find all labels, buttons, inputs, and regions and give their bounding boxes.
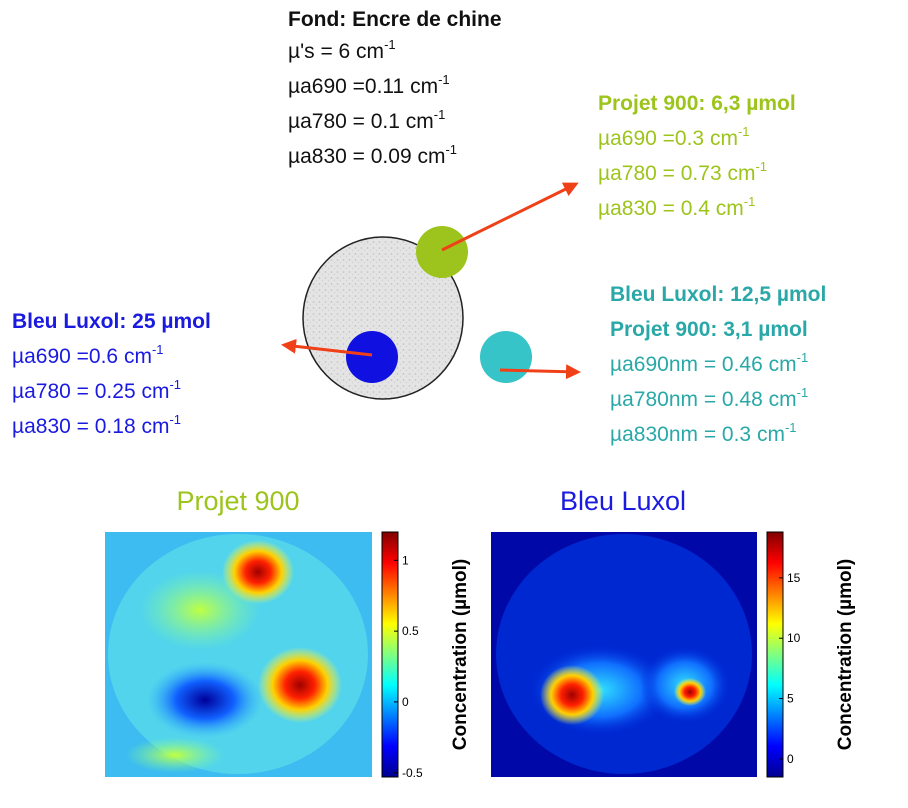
text-line: µ's = 6 cm-1 bbox=[288, 37, 396, 63]
line-text: µ's = 6 cm bbox=[288, 40, 384, 63]
line-text: µa830 = 0.09 cm bbox=[288, 145, 445, 168]
tick-label: 0 bbox=[402, 695, 409, 709]
tick-label: -0.5 bbox=[402, 766, 423, 780]
superscript: -1 bbox=[434, 107, 446, 122]
line-text: µa830nm = 0.3 cm bbox=[610, 423, 785, 446]
line-text: µa690nm = 0.46 cm bbox=[610, 353, 797, 376]
superscript: -1 bbox=[755, 159, 767, 174]
colorbar bbox=[766, 531, 784, 778]
colorbar-label: Concentration (µmol) bbox=[450, 559, 471, 750]
tick-label: 0.5 bbox=[402, 624, 419, 638]
colorbar-label: Concentration (µmol) bbox=[835, 559, 856, 750]
inclusion-heading: Bleu Luxol: 12,5 µmol bbox=[610, 283, 826, 306]
text-line: µa690 =0.11 cm-1 bbox=[288, 72, 450, 98]
line-text: µa780 = 0.25 cm bbox=[12, 380, 169, 403]
block-title: Fond: Encre de chine bbox=[288, 8, 502, 31]
superscript: -1 bbox=[445, 142, 457, 157]
superscript: -1 bbox=[738, 124, 750, 139]
superscript: -1 bbox=[744, 194, 756, 209]
inclusion-teal bbox=[480, 331, 532, 383]
tick-label: 1 bbox=[402, 553, 409, 567]
tick-label: 5 bbox=[787, 692, 794, 706]
arrow bbox=[441, 182, 579, 252]
text-line: µa690nm = 0.46 cm-1 bbox=[610, 350, 808, 376]
superscript: -1 bbox=[438, 72, 450, 87]
heatmap-luxol bbox=[491, 532, 757, 777]
text-line: µa780 = 0.25 cm-1 bbox=[12, 377, 181, 403]
text-line: µa780 = 0.73 cm-1 bbox=[598, 159, 767, 185]
text-line: µa690 =0.6 cm-1 bbox=[12, 342, 164, 368]
superscript: -1 bbox=[384, 37, 396, 52]
tick-label: 10 bbox=[787, 631, 801, 645]
text-line: µa830 = 0.18 cm-1 bbox=[12, 412, 181, 438]
text-line: µa830nm = 0.3 cm-1 bbox=[610, 420, 797, 446]
colorbar bbox=[381, 531, 399, 778]
line-text: µa780 = 0.1 cm bbox=[288, 110, 434, 133]
text-line: µa830 = 0.09 cm-1 bbox=[288, 142, 457, 168]
line-text: µa780 = 0.73 cm bbox=[598, 162, 755, 185]
line-text: µa780nm = 0.48 cm bbox=[610, 388, 797, 411]
inclusion-heading: Bleu Luxol: 25 µmol bbox=[12, 310, 211, 333]
inclusion-green bbox=[416, 226, 468, 278]
inclusion-blue bbox=[346, 331, 398, 383]
text-line: µa690 =0.3 cm-1 bbox=[598, 124, 750, 150]
arrow bbox=[281, 338, 373, 357]
line-text: µa690 =0.3 cm bbox=[598, 127, 738, 150]
heatmap-projet bbox=[105, 532, 372, 777]
line-text: µa830 = 0.18 cm bbox=[12, 415, 169, 438]
map-title: Projet 900 bbox=[176, 486, 299, 516]
inclusion-heading: Projet 900: 3,1 µmol bbox=[610, 318, 808, 341]
line-text: µa690 =0.6 cm bbox=[12, 345, 152, 368]
line-text: µa830 = 0.4 cm bbox=[598, 197, 744, 220]
text-line: µa780 = 0.1 cm-1 bbox=[288, 107, 445, 133]
superscript: -1 bbox=[785, 420, 797, 435]
superscript: -1 bbox=[169, 412, 181, 427]
inclusion-heading: Projet 900: 6,3 µmol bbox=[598, 92, 796, 115]
map-title: Bleu Luxol bbox=[560, 486, 686, 516]
superscript: -1 bbox=[797, 385, 809, 400]
superscript: -1 bbox=[152, 342, 164, 357]
superscript: -1 bbox=[797, 350, 809, 365]
tick-label: 15 bbox=[787, 571, 801, 585]
line-text: µa690 =0.11 cm bbox=[288, 75, 438, 98]
text-line: µa780nm = 0.48 cm-1 bbox=[610, 385, 808, 411]
superscript: -1 bbox=[169, 377, 181, 392]
arrow bbox=[499, 364, 581, 380]
phantom bbox=[302, 236, 464, 400]
tick-label: 0 bbox=[787, 752, 794, 766]
text-line: µa830 = 0.4 cm-1 bbox=[598, 194, 755, 220]
